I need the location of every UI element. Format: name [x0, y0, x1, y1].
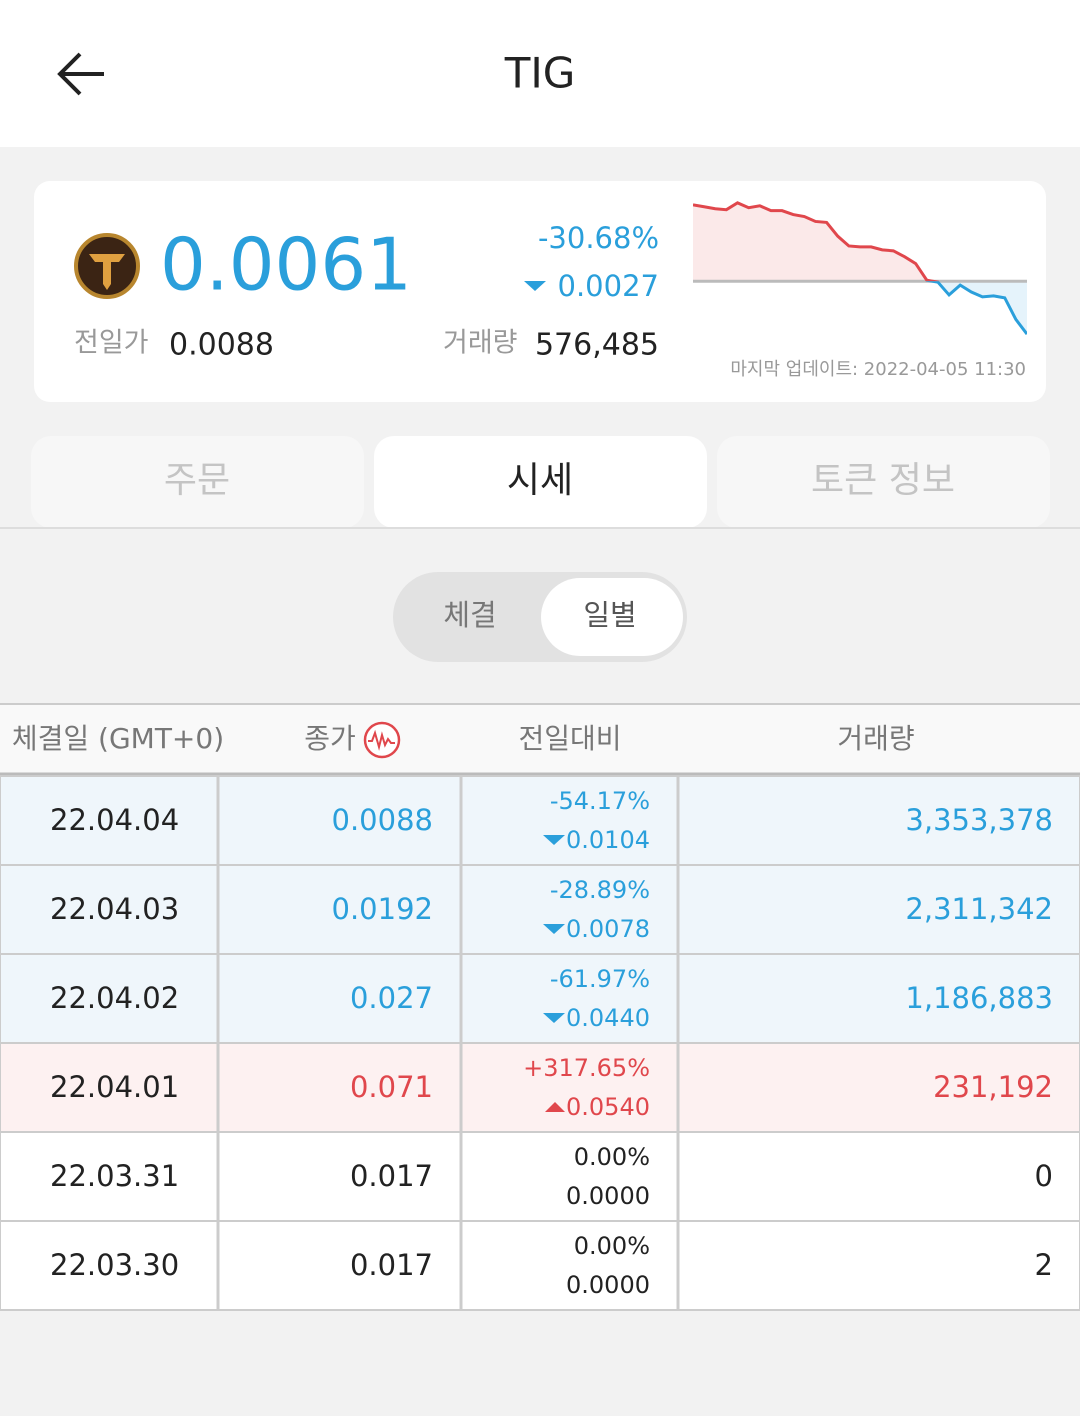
tab-label: 주문 — [164, 460, 230, 501]
date: 22.04.04 — [50, 803, 179, 837]
down-arrow — [524, 281, 546, 291]
tab-label: 토큰 정보 — [811, 460, 955, 501]
change: 0.0000 — [566, 1182, 650, 1210]
toggle-selected — [541, 578, 683, 656]
close: 0.0192 — [332, 892, 433, 926]
toggle-option[interactable]: 체결 — [443, 598, 496, 632]
sparkline — [693, 201, 1027, 336]
row-bg — [0, 953, 1080, 1044]
column-header: 거래량 — [837, 722, 914, 755]
date: 22.04.01 — [50, 1070, 179, 1104]
prev-close: 0.0088 — [169, 328, 274, 363]
change-pct: -61.97% — [550, 965, 650, 993]
coin-icon-mark — [89, 254, 125, 290]
volume: 576,485 — [535, 328, 659, 363]
volume: 2 — [1035, 1248, 1053, 1282]
change: 0.0000 — [566, 1271, 650, 1299]
arrow-down — [543, 924, 565, 934]
prev-close-label: 전일가 — [74, 328, 149, 359]
change-pct: 0.00% — [574, 1143, 650, 1171]
back-button[interactable] — [57, 52, 104, 96]
row-bg — [0, 1220, 1080, 1311]
volume: 2,311,342 — [905, 892, 1053, 926]
volume: 0 — [1035, 1159, 1053, 1193]
tabs: 주문 시세 토큰 정보 — [31, 436, 1050, 528]
area-up — [693, 202, 1027, 282]
price: 0.0061 — [160, 223, 412, 307]
table: 체결일 (GMT+0) 종가 전일대비 거래량 22.04.04 0.0088 -54.17… — [0, 722, 1080, 1311]
change: 0.0027 — [558, 269, 659, 303]
date: 22.04.03 — [50, 892, 179, 926]
change-pct: -30.68% — [538, 221, 659, 255]
date: 22.03.30 — [50, 1248, 179, 1282]
chart-icon[interactable] — [363, 721, 401, 759]
toggle-option[interactable]: 일별 — [583, 598, 636, 632]
volume: 231,192 — [933, 1070, 1053, 1104]
chart-icon-wave — [368, 729, 395, 751]
header-bar — [0, 0, 1080, 147]
close: 0.027 — [350, 981, 433, 1015]
close: 0.071 — [350, 1070, 433, 1104]
volume-label: 거래량 — [443, 328, 518, 359]
area-down — [932, 281, 1027, 335]
updated: 마지막 업데이트: 2022-04-05 11:30 — [730, 359, 1026, 380]
column-header: 전일대비 — [518, 722, 621, 755]
change-pct: -54.17% — [550, 787, 650, 815]
close: 0.017 — [350, 1159, 433, 1193]
change-pct: +317.65% — [523, 1054, 650, 1082]
arrow-up — [545, 1102, 565, 1112]
row-bg — [0, 775, 1080, 866]
arrow-down — [543, 1013, 565, 1023]
tab[interactable] — [31, 436, 364, 528]
column-header: 체결일 (GMT+0) — [12, 722, 224, 755]
volume: 1,186,883 — [905, 981, 1053, 1015]
tab-label: 시세 — [507, 460, 573, 501]
toggle-options: 체결 일별 — [443, 578, 683, 656]
arrow-down — [543, 835, 565, 845]
close: 0.017 — [350, 1248, 433, 1282]
date: 22.03.31 — [50, 1159, 179, 1193]
table-header — [0, 704, 1080, 774]
date: 22.04.02 — [50, 981, 179, 1015]
change: 0.0104 — [566, 826, 650, 854]
change: 0.0440 — [566, 1004, 650, 1032]
change-pct: 0.00% — [574, 1232, 650, 1260]
volume: 3,353,378 — [905, 803, 1053, 837]
change: 0.0540 — [566, 1093, 650, 1121]
tab[interactable] — [374, 436, 707, 528]
change: 0.0078 — [566, 915, 650, 943]
column-header: 종가 — [304, 722, 356, 755]
change-pct: -28.89% — [550, 876, 650, 904]
summary-card — [34, 181, 1046, 402]
tab[interactable] — [717, 436, 1050, 528]
title: TIG — [504, 49, 576, 98]
line-down — [925, 281, 1027, 336]
close: 0.0088 — [332, 803, 433, 837]
line-up — [693, 201, 940, 282]
